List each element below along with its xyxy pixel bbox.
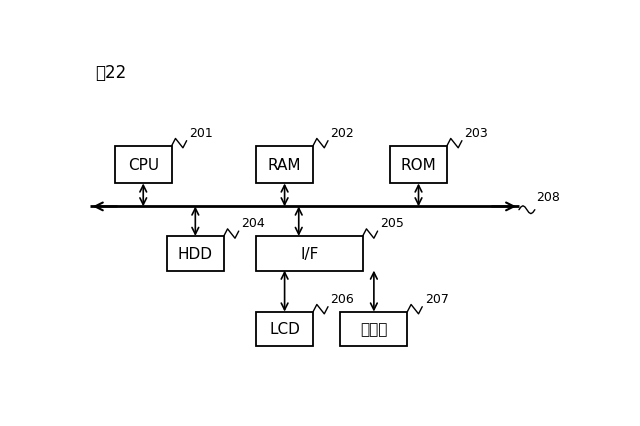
FancyBboxPatch shape bbox=[340, 312, 408, 346]
FancyBboxPatch shape bbox=[256, 236, 363, 271]
Text: 201: 201 bbox=[189, 127, 213, 140]
FancyBboxPatch shape bbox=[167, 236, 224, 271]
Text: 207: 207 bbox=[425, 292, 449, 305]
FancyBboxPatch shape bbox=[256, 146, 313, 184]
Text: 205: 205 bbox=[380, 217, 404, 230]
Text: 208: 208 bbox=[536, 191, 560, 204]
FancyBboxPatch shape bbox=[115, 146, 172, 184]
Text: 202: 202 bbox=[330, 127, 354, 140]
Text: 囲22: 囲22 bbox=[95, 64, 126, 82]
Text: ROM: ROM bbox=[401, 158, 436, 173]
Text: 操作部: 操作部 bbox=[360, 322, 388, 337]
Text: 206: 206 bbox=[330, 292, 354, 305]
Text: 203: 203 bbox=[465, 127, 488, 140]
Text: HDD: HDD bbox=[178, 246, 213, 261]
FancyBboxPatch shape bbox=[256, 312, 313, 346]
Text: I/F: I/F bbox=[300, 246, 319, 261]
Text: LCD: LCD bbox=[269, 322, 300, 337]
Text: 204: 204 bbox=[241, 217, 265, 230]
FancyBboxPatch shape bbox=[390, 146, 447, 184]
Text: RAM: RAM bbox=[268, 158, 301, 173]
Text: CPU: CPU bbox=[127, 158, 159, 173]
